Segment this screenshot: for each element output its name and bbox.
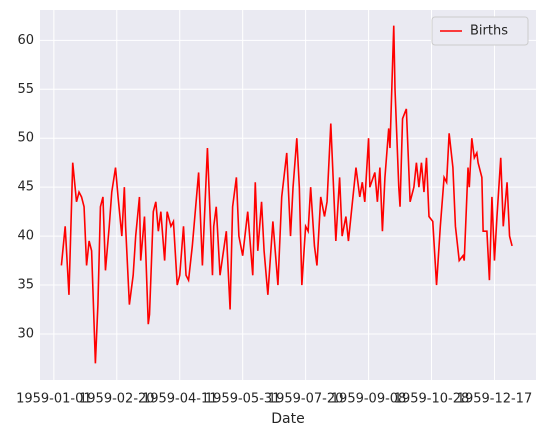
x-tick-label: 1959-09-08 (331, 392, 407, 407)
x-axis-label: Date (271, 411, 304, 427)
y-tick-label: 50 (17, 131, 34, 146)
x-tick-label: 1959-10-28 (394, 392, 470, 407)
x-tick-label: 1959-05-31 (205, 392, 281, 407)
legend-label: Births (470, 24, 508, 39)
x-tick-label: 1959-01-01 (16, 392, 92, 407)
legend: Births (431, 16, 529, 46)
y-tick-label: 30 (17, 326, 34, 341)
y-tick-label: 60 (17, 33, 34, 48)
y-tick-label: 55 (17, 82, 34, 97)
x-tick-label: 1959-07-20 (268, 392, 344, 407)
x-tick-label: 1959-04-11 (142, 392, 218, 407)
y-tick-label: 35 (17, 278, 34, 293)
x-tick-label: 1959-02-20 (79, 392, 155, 407)
x-tick-label: 1959-12-17 (457, 392, 533, 407)
y-tick-label: 45 (17, 180, 34, 195)
line (60, 25, 513, 364)
y-tick-label: 40 (17, 229, 34, 244)
legend-box (431, 16, 529, 46)
